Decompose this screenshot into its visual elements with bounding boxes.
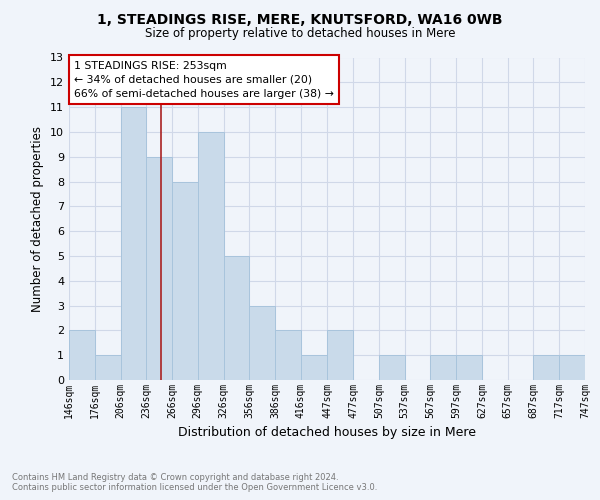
Bar bbox=[328, 330, 353, 380]
Bar bbox=[95, 355, 121, 380]
Bar bbox=[172, 182, 198, 380]
Bar bbox=[198, 132, 224, 380]
Bar bbox=[379, 355, 405, 380]
Bar bbox=[301, 355, 326, 380]
Text: 1 STEADINGS RISE: 253sqm
← 34% of detached houses are smaller (20)
66% of semi-d: 1 STEADINGS RISE: 253sqm ← 34% of detach… bbox=[74, 60, 334, 98]
Bar bbox=[559, 355, 585, 380]
Bar bbox=[69, 330, 95, 380]
Bar bbox=[249, 306, 275, 380]
Text: 1, STEADINGS RISE, MERE, KNUTSFORD, WA16 0WB: 1, STEADINGS RISE, MERE, KNUTSFORD, WA16… bbox=[97, 12, 503, 26]
Bar bbox=[146, 156, 172, 380]
Y-axis label: Number of detached properties: Number of detached properties bbox=[31, 126, 44, 312]
Bar bbox=[430, 355, 456, 380]
Bar bbox=[121, 107, 146, 380]
Text: Contains HM Land Registry data © Crown copyright and database right 2024.
Contai: Contains HM Land Registry data © Crown c… bbox=[12, 473, 377, 492]
Bar bbox=[533, 355, 559, 380]
Text: Size of property relative to detached houses in Mere: Size of property relative to detached ho… bbox=[145, 28, 455, 40]
Bar bbox=[224, 256, 249, 380]
Bar bbox=[275, 330, 301, 380]
X-axis label: Distribution of detached houses by size in Mere: Distribution of detached houses by size … bbox=[178, 426, 476, 440]
Bar bbox=[456, 355, 482, 380]
